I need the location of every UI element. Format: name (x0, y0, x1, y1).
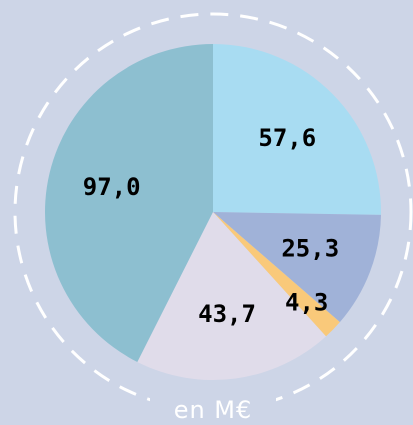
slice-label: 43,7 (198, 300, 256, 328)
slice-label: 57,6 (258, 124, 316, 152)
pie-slice (213, 212, 381, 323)
labels: 57,6 25,3 4,3 43,7 97,0 (83, 124, 339, 328)
pie (44, 43, 382, 380)
caption: en M€ (174, 396, 253, 424)
caption-backdrop (150, 392, 276, 425)
slice-label: 4,3 (285, 289, 328, 317)
pie-slice (213, 44, 382, 215)
pie-slice (137, 212, 326, 380)
slice-label: 97,0 (83, 173, 141, 201)
slice-label: 25,3 (281, 234, 339, 262)
pie-slice (213, 212, 340, 337)
pie-slice (44, 43, 214, 362)
